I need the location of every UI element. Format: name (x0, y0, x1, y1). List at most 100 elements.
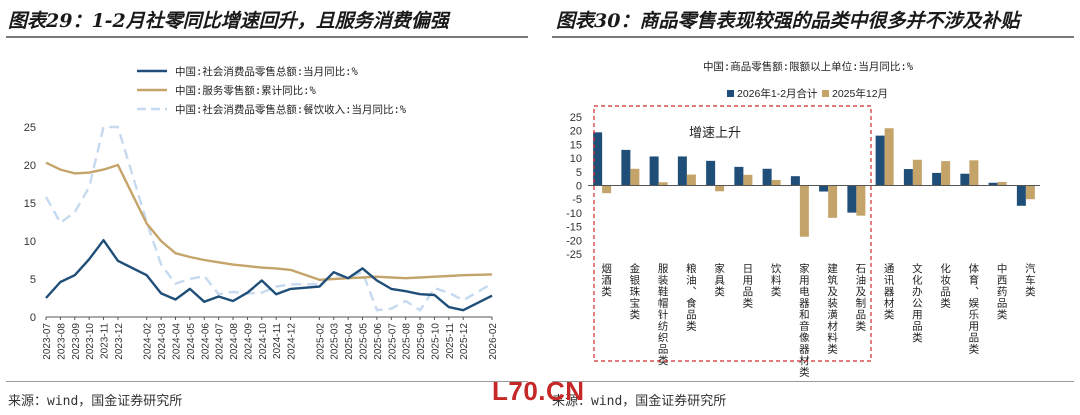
bar (856, 185, 866, 216)
bar (941, 161, 951, 186)
x-tick-label: 2024-09 (243, 323, 254, 360)
y-tick-label-bar: -5 (572, 194, 582, 206)
y-tick-label: 10 (24, 236, 36, 248)
y-tick-label: 20 (24, 160, 36, 172)
y-tick-label: 5 (30, 274, 36, 286)
source-note-right: 来源：wind，国金证券研究所 (552, 394, 727, 409)
bar (912, 159, 922, 186)
category-label: 服装鞋帽针纺织品类 (657, 263, 669, 367)
x-tick-label: 2024-08 (229, 323, 240, 360)
bar (686, 174, 696, 186)
x-tick-label: 2026-02 (488, 323, 499, 360)
y-tick-label: 25 (24, 122, 36, 134)
x-tick-label: 2024-06 (200, 323, 211, 360)
legend-label-0: 中国:社会消费品零售总额:当月同比:% (175, 65, 358, 78)
bar (819, 185, 829, 192)
x-tick-label: 2025-02 (315, 323, 326, 360)
category-label: 建筑及装潢材料类 (826, 262, 838, 355)
x-tick-label: 2024-04 (171, 323, 182, 360)
title-divider-right (552, 36, 1074, 38)
x-tick-label: 2024-02 (143, 323, 154, 360)
x-tick-label: 2025-07 (387, 323, 398, 360)
bar-chart-title: 中国:商品零售额:限额以上单位:当月同比:% (703, 60, 914, 73)
x-tick-label: 2023-11 (100, 323, 111, 359)
category-label: 饮料类 (770, 262, 782, 297)
chart-right-title: 图表30：商品零售表现较强的品类中很多并不涉及补贴 (556, 10, 1020, 32)
y-tick-label-bar: 0 (576, 181, 582, 193)
x-tick-label: 2024-05 (186, 323, 197, 360)
x-tick-label: 2023-12 (114, 323, 125, 360)
source-note-left: 来源：wind，国金证券研究所 (8, 394, 183, 409)
series-line-0 (45, 239, 493, 312)
y-tick-label-bar: -20 (566, 235, 582, 247)
bar (771, 180, 781, 186)
bar (1025, 185, 1035, 200)
title-divider-left (6, 36, 528, 38)
category-label: 家具类 (713, 262, 725, 297)
x-tick-label: 2023-08 (56, 323, 67, 360)
legend-swatch-bar-0 (727, 90, 734, 97)
category-label: 汽车类 (1024, 262, 1036, 297)
bar (743, 174, 753, 186)
x-tick-label: 2025-03 (330, 323, 341, 360)
bar (790, 176, 800, 186)
category-label: 金银珠宝类 (628, 262, 640, 320)
y-tick-label-bar: -15 (566, 222, 582, 234)
bar (715, 185, 725, 192)
bar (903, 169, 913, 186)
footer-divider-right (552, 381, 1074, 382)
category-label: 体育、娱乐用品类 (967, 263, 979, 355)
bar (997, 181, 1007, 186)
bar (649, 156, 659, 186)
x-tick-label: 2025-11 (445, 323, 456, 359)
bar (799, 185, 809, 237)
bar (706, 160, 716, 186)
legend-label-2: 中国:社会消费品零售总额:餐饮收入:当月同比:% (175, 103, 407, 116)
x-tick-label: 2025-05 (359, 323, 370, 360)
y-tick-label-bar: 20 (570, 126, 582, 138)
x-tick-label: 2024-11 (272, 323, 283, 359)
annotation-text: 增速上升 (689, 126, 741, 141)
x-tick-label: 2023-10 (85, 323, 96, 360)
bar (847, 185, 857, 213)
bar (602, 185, 612, 194)
x-tick-label: 2023-09 (71, 323, 82, 360)
x-tick-label: 2025-06 (373, 323, 384, 360)
bar (630, 168, 640, 186)
bar (734, 166, 744, 186)
series-line-2 (44, 125, 493, 312)
bar (762, 168, 772, 186)
bar (969, 160, 979, 186)
series-line-1 (45, 161, 493, 281)
x-tick-label: 2025-10 (430, 323, 441, 360)
category-label: 化妆品类 (939, 262, 951, 309)
x-tick-label: 2024-10 (258, 323, 269, 360)
bar (988, 182, 998, 186)
category-label: 中西药品类 (996, 262, 1008, 320)
legend-label-bar-1: 2025年12月 (832, 87, 888, 100)
legend-label-1: 中国:服务零售额:累计同比:% (175, 84, 316, 97)
y-tick-label-bar: -10 (566, 208, 582, 220)
x-tick-label: 2024-07 (215, 323, 226, 360)
chart-left-title: 图表29：1-2月社零同比增速回升，且服务消费偏强 (8, 10, 449, 32)
watermark-logo: L70.CN (492, 376, 585, 406)
legend-swatch-bar-1 (822, 90, 829, 97)
category-label: 家用电器和音像器材类 (798, 262, 810, 378)
category-label: 通讯器材类 (883, 263, 895, 321)
x-tick-label: 2025-09 (416, 323, 427, 360)
bar (621, 149, 631, 186)
y-tick-label: 0 (30, 312, 36, 324)
bar (658, 182, 668, 186)
bar (960, 173, 970, 186)
x-tick-label: 2024-12 (287, 323, 298, 360)
legend-label-bar-0: 2026年1-2月合计 (737, 87, 818, 100)
y-tick-label-bar: 25 (570, 112, 582, 124)
bar (884, 128, 894, 186)
bar (1016, 185, 1026, 206)
x-tick-label: 2025-04 (344, 323, 355, 360)
category-label: 日用品类 (741, 263, 753, 309)
x-tick-label: 2023-07 (42, 323, 53, 360)
y-tick-label-bar: 10 (570, 153, 582, 165)
y-tick-label-bar: 5 (576, 167, 582, 179)
